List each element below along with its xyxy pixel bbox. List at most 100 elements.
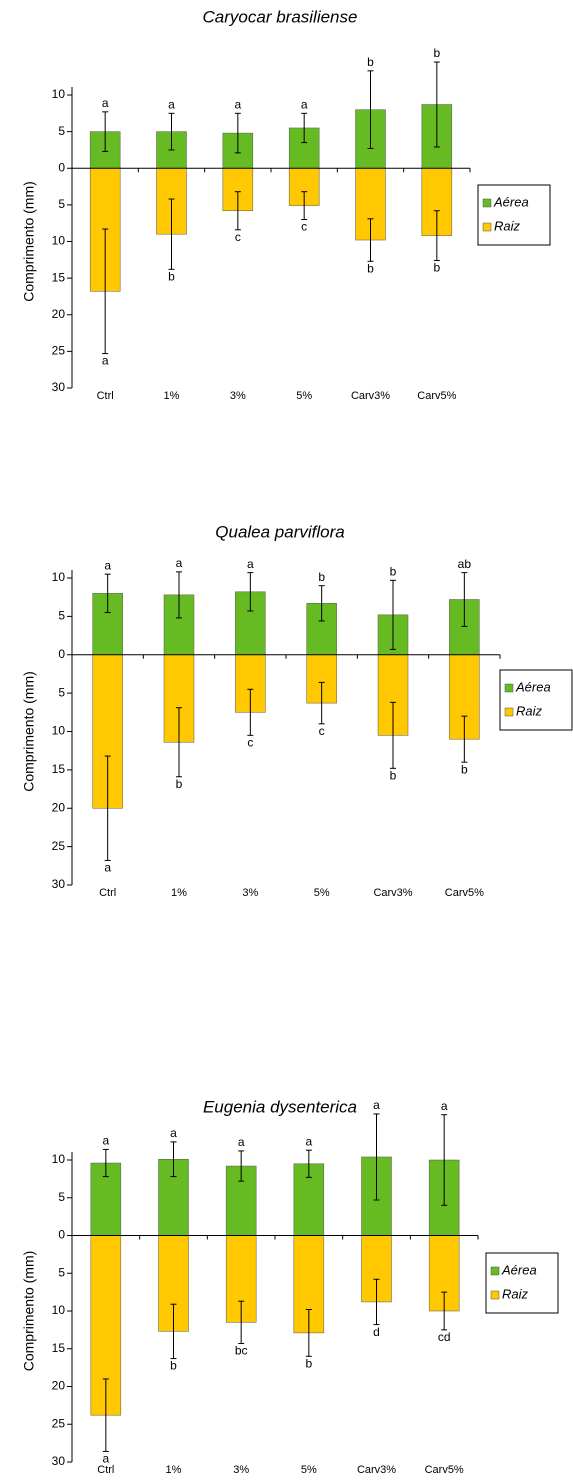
significance-label: a [441, 1099, 448, 1113]
y-axis-label: Comprimento (mm) [21, 1251, 37, 1372]
significance-label: a [373, 1098, 380, 1112]
y-tick-label: 25 [52, 344, 66, 358]
significance-label: a [247, 557, 254, 571]
y-tick-label: 20 [52, 800, 66, 814]
significance-label: b [367, 55, 374, 69]
y-tick-label: 0 [58, 160, 65, 174]
significance-label: a [234, 97, 241, 111]
significance-label: b [390, 564, 397, 578]
legend-swatch [490, 1290, 500, 1300]
significance-label: a [168, 97, 175, 111]
y-tick-label: 25 [52, 1416, 66, 1430]
legend-label: Aérea [515, 679, 551, 694]
significance-label: c [319, 724, 325, 738]
y-tick-label: 30 [52, 877, 66, 891]
x-tick-label: 5% [301, 1464, 317, 1476]
legend-box [485, 1252, 559, 1314]
significance-label: b [390, 769, 397, 783]
y-tick-label: 5 [58, 1190, 65, 1204]
significance-label: a [170, 1126, 177, 1140]
chart-title: Qualea parviflora [215, 522, 344, 541]
y-axis-label: Comprimento (mm) [21, 671, 37, 792]
legend-label: Aérea [501, 1262, 537, 1277]
x-tick-label: 3% [242, 887, 258, 899]
significance-label: c [247, 736, 253, 750]
y-tick-label: 5 [58, 609, 65, 623]
x-tick-label: 1% [164, 390, 180, 402]
x-tick-label: 1% [166, 1464, 182, 1476]
y-tick-label: 20 [52, 307, 66, 321]
y-tick-label: 0 [58, 647, 65, 661]
y-axis-label: Comprimento (mm) [21, 181, 37, 302]
y-tick-label: 10 [52, 234, 66, 248]
significance-label: a [102, 1452, 109, 1466]
y-tick-label: 10 [52, 87, 66, 101]
significance-label: ab [458, 557, 472, 571]
legend-box [477, 184, 551, 246]
significance-label: d [373, 1325, 380, 1339]
legend-label: Raiz [516, 703, 543, 718]
legend-label: Raiz [494, 218, 521, 233]
legend-label: Raiz [502, 1286, 529, 1301]
legend-swatch [482, 198, 492, 208]
y-tick-label: 15 [52, 1341, 66, 1355]
y-tick-label: 30 [52, 1454, 66, 1468]
significance-label: c [235, 230, 241, 244]
legend-swatch [504, 707, 514, 717]
significance-label: b [176, 777, 183, 791]
y-tick-label: 20 [52, 1379, 66, 1393]
legend-swatch [504, 683, 514, 693]
x-tick-label: Ctrl [97, 390, 114, 402]
legend-label: Aérea [493, 194, 529, 209]
y-tick-label: 10 [52, 724, 66, 738]
significance-label: a [238, 1135, 245, 1149]
significance-label: b [305, 1356, 312, 1370]
significance-label: b [461, 762, 468, 776]
x-tick-label: Carv3% [373, 887, 412, 899]
x-tick-label: Carv5% [445, 887, 484, 899]
significance-label: b [367, 261, 374, 275]
y-tick-label: 0 [58, 1228, 65, 1242]
x-tick-label: 5% [314, 887, 330, 899]
significance-label: a [176, 556, 183, 570]
significance-label: a [102, 354, 109, 368]
significance-label: b [318, 570, 325, 584]
y-tick-label: 25 [52, 839, 66, 853]
legend-box [499, 669, 573, 731]
x-tick-label: Carv3% [357, 1464, 396, 1476]
x-tick-label: Ctrl [97, 1464, 114, 1476]
significance-label: b [168, 270, 175, 284]
significance-label: a [301, 97, 308, 111]
x-tick-label: 3% [230, 390, 246, 402]
y-tick-label: 10 [52, 570, 66, 584]
significance-label: a [102, 1134, 109, 1148]
y-tick-label: 10 [52, 1152, 66, 1166]
y-tick-label: 5 [58, 685, 65, 699]
x-tick-label: Carv5% [417, 390, 456, 402]
chart-title: Eugenia dysenterica [203, 1097, 357, 1116]
y-tick-label: 15 [52, 762, 66, 776]
x-tick-label: 3% [233, 1464, 249, 1476]
significance-label: cd [438, 1330, 451, 1344]
significance-label: a [104, 558, 111, 572]
significance-label: a [305, 1134, 312, 1148]
chart-title: Caryocar brasiliense [203, 7, 358, 26]
y-tick-label: 5 [58, 197, 65, 211]
significance-label: b [170, 1359, 177, 1373]
y-tick-label: 10 [52, 1303, 66, 1317]
x-tick-label: Carv5% [425, 1464, 464, 1476]
x-tick-label: Carv3% [351, 390, 390, 402]
legend-swatch [490, 1266, 500, 1276]
significance-label: bc [235, 1344, 248, 1358]
x-tick-label: 1% [171, 887, 187, 899]
significance-label: b [433, 261, 440, 275]
significance-label: c [301, 220, 307, 234]
legend-swatch [482, 222, 492, 232]
y-tick-label: 15 [52, 270, 66, 284]
x-tick-label: Ctrl [99, 887, 116, 899]
significance-label: a [102, 96, 109, 110]
y-tick-label: 5 [58, 1265, 65, 1279]
x-tick-label: 5% [296, 390, 312, 402]
